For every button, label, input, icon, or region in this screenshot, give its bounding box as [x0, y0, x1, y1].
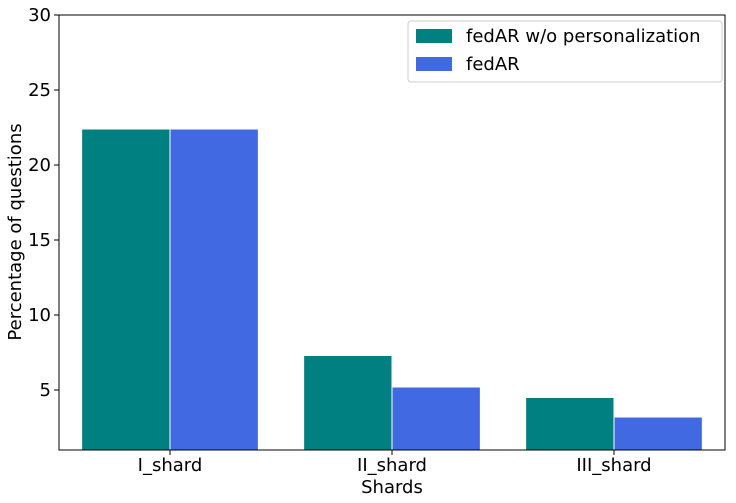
- y-tick-label-5: 5: [40, 380, 51, 401]
- bar-III_shard-series-2: [613, 416, 703, 451]
- x-axis: I_shard II_shard III_shard: [138, 450, 652, 476]
- y-tick-label-15: 15: [28, 230, 51, 251]
- x-tick-label-I_shard: I_shard: [138, 455, 203, 476]
- legend: fedAR w/o personalization fedAR: [407, 20, 723, 83]
- legend-label-2: fedAR: [466, 54, 520, 75]
- y-tick-label-20: 20: [28, 155, 51, 176]
- legend-swatch-1: [416, 29, 452, 43]
- legend-box: [407, 20, 723, 83]
- y-tick-label-10: 10: [28, 305, 51, 326]
- bar-I_shard-series-2: [169, 128, 259, 451]
- legend-label-1: fedAR w/o personalization: [466, 26, 701, 47]
- x-axis-label: Shards: [361, 477, 423, 498]
- bar-I_shard-series-1: [81, 128, 171, 451]
- bar-III_shard-series-1: [525, 397, 615, 451]
- x-tick-label-III_shard: III_shard: [576, 455, 651, 476]
- x-tick-label-II_shard: II_shard: [357, 455, 427, 476]
- bar-II_shard-series-2: [391, 386, 481, 451]
- legend-swatch-2: [416, 57, 452, 71]
- bar-II_shard-series-1: [303, 355, 393, 451]
- y-axis: 5 10 15 20 25 30: [28, 5, 59, 401]
- bars-layer: [81, 128, 703, 451]
- y-axis-label: Percentage of questions: [5, 123, 26, 340]
- y-tick-label-25: 25: [28, 80, 51, 101]
- y-tick-label-30: 30: [28, 5, 51, 26]
